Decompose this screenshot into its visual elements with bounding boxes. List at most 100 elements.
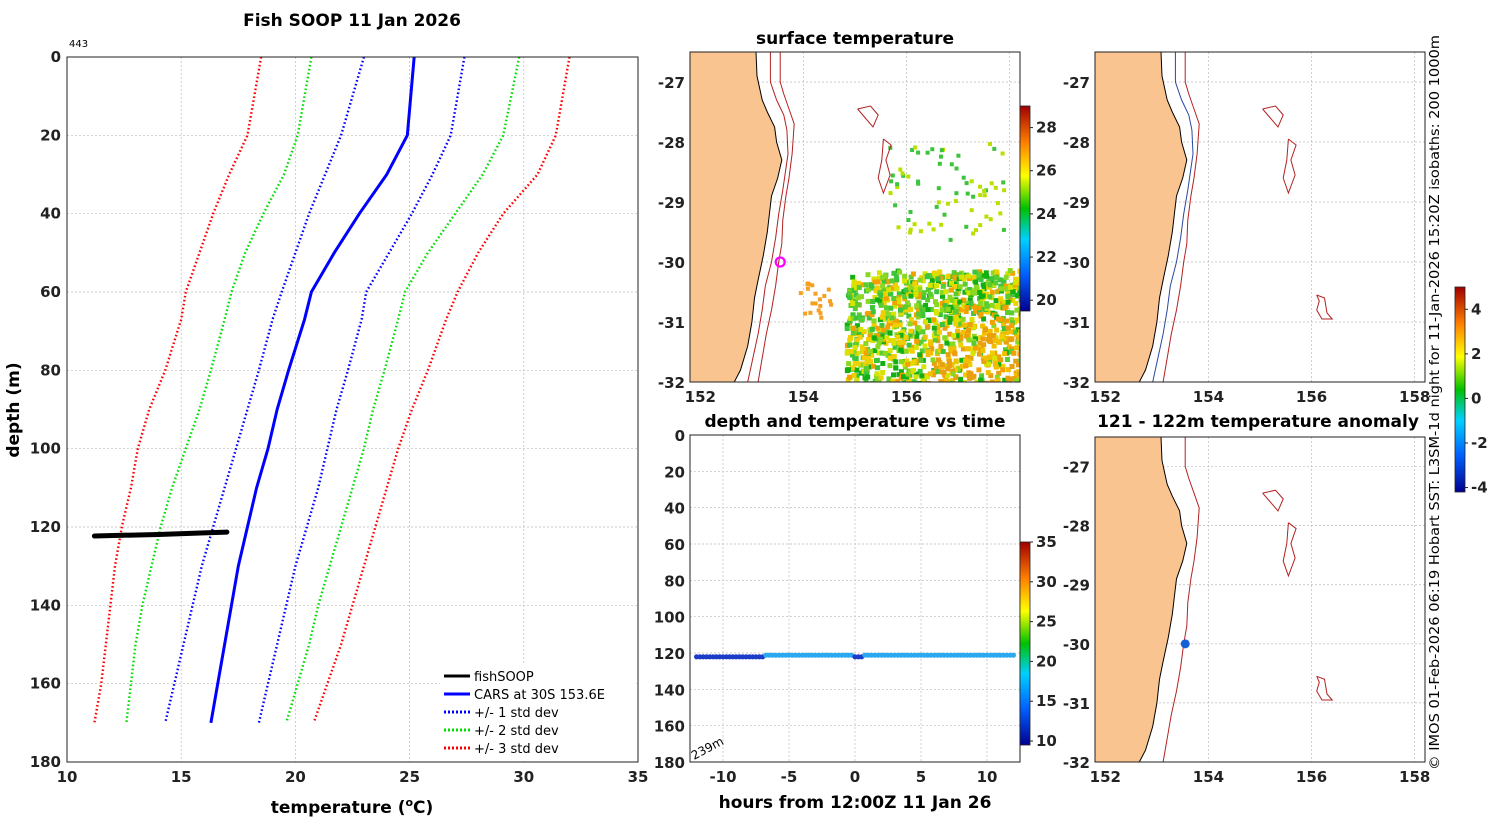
sst-pixel: [879, 334, 885, 340]
sst-pixel: [927, 221, 932, 226]
sst-pixel: [848, 315, 854, 321]
sst-pixel: [942, 212, 947, 217]
sst-pixel: [798, 291, 803, 296]
sst-pixel: [906, 342, 912, 348]
x-tick-label: 20: [285, 768, 306, 786]
sst-pixel: [980, 355, 986, 361]
y-tick-label: 80: [40, 361, 61, 379]
sst-pixel: [854, 337, 860, 343]
sst-pixel: [888, 191, 893, 196]
sst-pixel: [885, 278, 891, 284]
sst-pixel: [999, 286, 1004, 292]
sst-pixel: [884, 329, 890, 335]
sst-pixel: [895, 299, 901, 304]
sst-pixel: [919, 348, 925, 354]
colorbar-label: -2: [1471, 434, 1488, 452]
sst-pixel: [937, 312, 943, 317]
sst-pixel: [851, 373, 857, 378]
sst-pixel: [920, 357, 926, 363]
y-tick-label: -29: [1063, 577, 1090, 595]
sst-pixel: [916, 294, 922, 300]
sst-pixel: [873, 288, 879, 294]
sst-pixel: [954, 305, 960, 310]
sst-pixel: [970, 290, 976, 296]
sst-pixels: [798, 142, 1020, 387]
sst-pixel: [964, 333, 970, 339]
sst-pixel: [916, 179, 920, 184]
sst-pixel: [883, 295, 889, 301]
sst-pixel: [917, 277, 923, 283]
sst-pixel: [948, 346, 954, 352]
fishsoop-profile: [91, 529, 230, 539]
sst-pixel: [875, 365, 881, 371]
sst-pixel: [869, 304, 875, 310]
y-tick-label: -29: [658, 194, 685, 212]
sst-pixel: [917, 368, 923, 374]
sst-pixel: [916, 181, 921, 186]
sst-pixel: [886, 376, 892, 382]
sst-pixel: [916, 150, 921, 155]
sst-pixel: [863, 368, 869, 374]
sst-pixel: [1000, 281, 1006, 287]
sst-pixel: [923, 303, 929, 308]
sst-pixel: [816, 308, 821, 313]
sst-pixel: [933, 299, 938, 305]
sst-pixel: [953, 291, 959, 297]
sst-pixel: [1003, 347, 1008, 353]
sst-pixel: [980, 336, 986, 342]
sst-pixel: [994, 269, 1000, 275]
sst-pixel: [983, 270, 989, 276]
sst-pixel: [954, 166, 959, 171]
reef-outline: [857, 105, 879, 128]
sst-pixel: [876, 350, 882, 356]
sst-pixel: [978, 277, 984, 282]
sst-pixel: [889, 278, 895, 284]
sst-pixel: [902, 273, 908, 279]
sst-pixel: [978, 311, 984, 317]
sst-pixel: [903, 287, 909, 293]
sst-pixel: [853, 298, 858, 304]
sst-pixel: [985, 336, 991, 342]
sst-pixel: [898, 347, 904, 353]
sst-pixel: [902, 361, 908, 367]
sst-pixel: [860, 348, 866, 354]
y-tick-label: -32: [1063, 374, 1090, 392]
sst-pixel: [934, 330, 940, 336]
sst-pixel: [885, 324, 891, 330]
sst-pixel: [1005, 294, 1011, 300]
sst-pixel: [1005, 367, 1011, 373]
sst-pixel: [961, 175, 966, 180]
profile-ylabel: depth (m): [4, 362, 24, 457]
sst-pixel: [852, 306, 858, 312]
sst-pixel: [932, 369, 938, 375]
sst-pixel: [888, 291, 894, 297]
y-tick-label: -27: [1063, 459, 1090, 477]
sst-pixel: [1004, 357, 1010, 362]
sst-pixel: [916, 307, 922, 313]
legend-label: CARS at 30S 153.6E: [474, 688, 605, 703]
y-tick-label: 40: [664, 500, 685, 518]
sst-pixel: [939, 290, 945, 296]
sst-pixel: [888, 382, 893, 387]
sst-pixel: [969, 179, 974, 184]
sst-pixel: [953, 199, 958, 204]
sst-pixel: [995, 303, 1001, 308]
y-tick-label: -32: [658, 374, 685, 392]
sst-pixel: [869, 380, 875, 382]
sst-pixel: [983, 301, 989, 307]
y-tick-label: -27: [1063, 74, 1090, 92]
sst-pixel: [971, 231, 976, 236]
sst-pixel: [963, 372, 968, 378]
sst-pixel: [921, 290, 927, 296]
sst-pixel: [960, 303, 966, 309]
sst-pixel: [877, 290, 883, 296]
sst-pixel: [937, 269, 943, 275]
sst-pixel: [850, 274, 856, 280]
y-tick-label: 0: [675, 427, 685, 445]
sst-pixel: [976, 306, 981, 311]
sst-pixel: [971, 373, 977, 379]
sst-pixel: [942, 325, 948, 331]
sst-pixel: [887, 318, 893, 323]
sst-pixel: [928, 341, 933, 347]
x-tick-label: 156: [1296, 768, 1327, 786]
